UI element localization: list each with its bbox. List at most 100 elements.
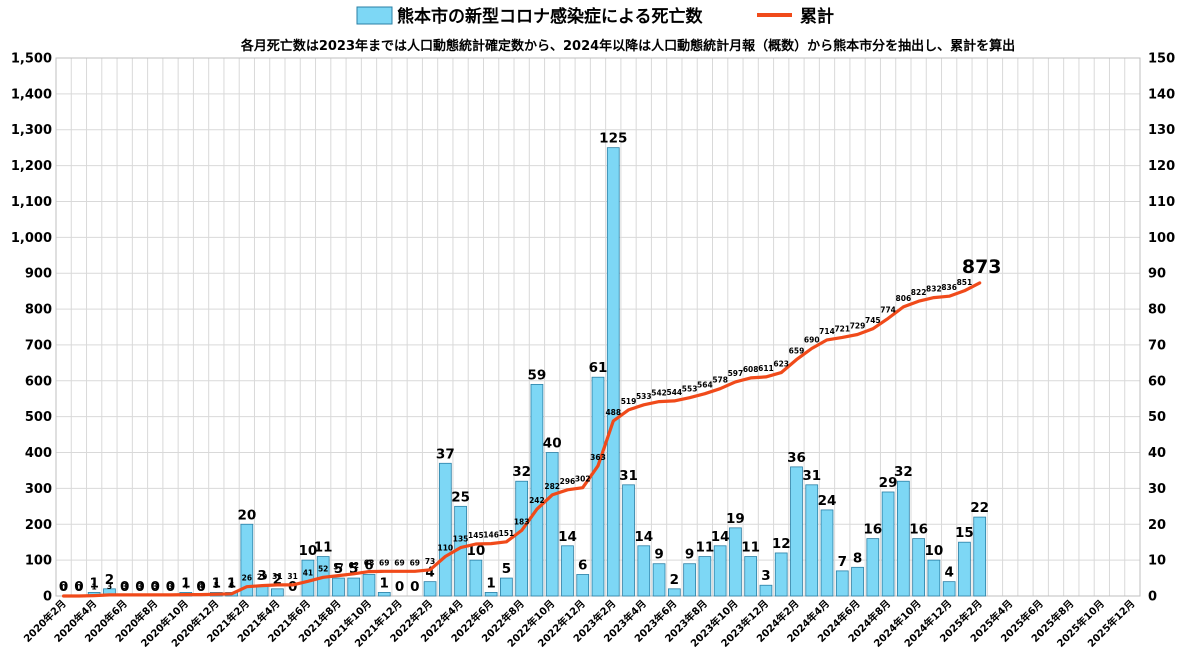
bar-value-label: 1	[212, 575, 221, 591]
cumulative-label: 623	[773, 360, 789, 369]
bar-value-label: 4	[425, 565, 434, 581]
bars	[87, 147, 987, 597]
cumulative-label: 3	[153, 582, 158, 591]
bar-value-label: 22	[970, 500, 989, 516]
cumulative-label: 608	[743, 365, 759, 374]
left-axis-tick-label: 100	[25, 554, 52, 569]
bar-value-label: 11	[695, 540, 714, 556]
bar	[606, 147, 620, 597]
bar-value-label: 2	[670, 572, 679, 588]
cumulative-label: 3	[122, 582, 127, 591]
bar-value-label: 0	[120, 579, 129, 595]
cumulative-label: 0	[61, 583, 66, 592]
cumulative-label: 31	[287, 572, 297, 581]
bar-value-label: 29	[879, 475, 898, 491]
bar-value-label: 11	[314, 540, 333, 556]
right-axis-tick-label: 70	[1148, 338, 1166, 353]
cumulative-label: 611	[758, 364, 774, 373]
right-axis-tick-label: 30	[1148, 482, 1166, 497]
bar-value-label: 37	[436, 446, 455, 462]
left-axis-tick-label: 400	[25, 446, 52, 461]
right-axis-ticks: 0 10 20 30 40 50 60 70 80 90 100 110 120 130 140 150	[1148, 52, 1175, 605]
bar-value-label: 0	[151, 579, 160, 595]
bar-value-label: 16	[909, 522, 928, 538]
bar	[622, 484, 635, 597]
bar	[530, 383, 544, 597]
cumulative-labels: 0 0 1 3 3 3 3 3 4 4 5 626 29 31 31 41 52 57 62 68 69 69 69 7311…	[61, 256, 1002, 592]
cumulative-label: 806	[896, 294, 912, 303]
legend-line-label: 累計	[800, 6, 834, 27]
bar	[469, 559, 483, 597]
bar	[927, 559, 941, 597]
chart-subtitle: 各月死亡数は2023年までは人口動態統計確定数から、2024年以降は人口動態統計…	[240, 38, 1015, 54]
bar-value-label: 25	[451, 489, 470, 505]
bar	[835, 570, 849, 597]
left-axis-tick-label: 500	[25, 410, 52, 425]
bar-value-label: 31	[619, 468, 638, 484]
cumulative-label: 68	[364, 559, 374, 568]
cumulative-label: 729	[850, 322, 866, 331]
cumulative-label: 41	[303, 568, 313, 577]
cumulative-label: 564	[697, 381, 713, 390]
cumulative-label: 29	[257, 573, 267, 582]
bar	[576, 574, 590, 597]
right-axis-tick-label: 120	[1148, 159, 1175, 174]
left-axis-ticks: 0 100 200 300 400 500 600 700 800 900 1,000 1,100 1,…	[11, 52, 52, 605]
cumulative-label: 62	[348, 561, 358, 570]
bar-value-label: 1	[227, 575, 236, 591]
bar-value-label: 5	[502, 561, 511, 577]
cumulative-label: 5	[214, 581, 219, 590]
bar-value-label: 8	[853, 550, 862, 566]
cumulative-label: 110	[437, 544, 453, 553]
cumulative-label: 146	[483, 531, 499, 540]
cumulative-label: 597	[728, 369, 744, 378]
right-axis-tick-label: 140	[1148, 87, 1175, 102]
right-axis-tick-label: 60	[1148, 374, 1166, 389]
legend-bar-swatch	[356, 6, 393, 25]
bar-value-label: 4	[944, 565, 953, 581]
left-axis-tick-label: 0	[43, 590, 52, 605]
bar-value-label: 40	[543, 436, 562, 452]
bar-value-label: 6	[364, 557, 373, 573]
bar	[347, 577, 361, 597]
bar-value-label: 9	[654, 547, 663, 563]
cumulative-label: 69	[379, 558, 389, 567]
cumulative-label: 26	[242, 574, 252, 583]
right-axis-tick-label: 20	[1148, 518, 1166, 533]
bar	[729, 527, 742, 597]
bar	[438, 462, 452, 597]
cumulative-polyline	[61, 281, 982, 598]
legend: 熊本市の新型コロナ感染症による死亡数 累計	[356, 6, 834, 27]
bar	[820, 509, 834, 597]
bar-value-label: 0	[395, 579, 404, 595]
cumulative-label: 832	[926, 285, 942, 294]
bar	[790, 466, 803, 597]
cumulative-label: 69	[394, 558, 404, 567]
cumulative-label: 745	[865, 316, 881, 325]
bar	[515, 480, 529, 597]
left-axis-tick-label: 200	[25, 518, 52, 533]
bar-value-label: 5	[349, 561, 358, 577]
x-axis-ticks: 2020年2月2020年4月2020年6月2020年8月2020年10月2020…	[21, 597, 1138, 650]
bar	[912, 538, 925, 597]
bar	[866, 538, 880, 597]
bar-value-label: 6	[578, 557, 587, 573]
bar	[362, 574, 376, 597]
bar	[667, 588, 681, 597]
cumulative-label: 519	[621, 397, 637, 406]
cumulative-label: 3	[168, 582, 173, 591]
right-axis-tick-label: 110	[1148, 195, 1175, 210]
bar-value-label: 5	[334, 561, 343, 577]
bar	[881, 491, 895, 597]
left-axis-tick-label: 900	[25, 267, 52, 282]
bar	[301, 559, 315, 597]
bar-value-label: 0	[288, 579, 297, 595]
bar-value-label: 2	[273, 572, 282, 588]
cumulative-label: 714	[819, 327, 835, 336]
bar	[423, 581, 437, 597]
bar-value-label: 14	[711, 529, 730, 545]
bar-value-label: 1	[486, 575, 495, 591]
right-axis-tick-label: 100	[1148, 231, 1175, 246]
cumulative-label: 302	[575, 475, 591, 484]
bar	[561, 545, 574, 597]
